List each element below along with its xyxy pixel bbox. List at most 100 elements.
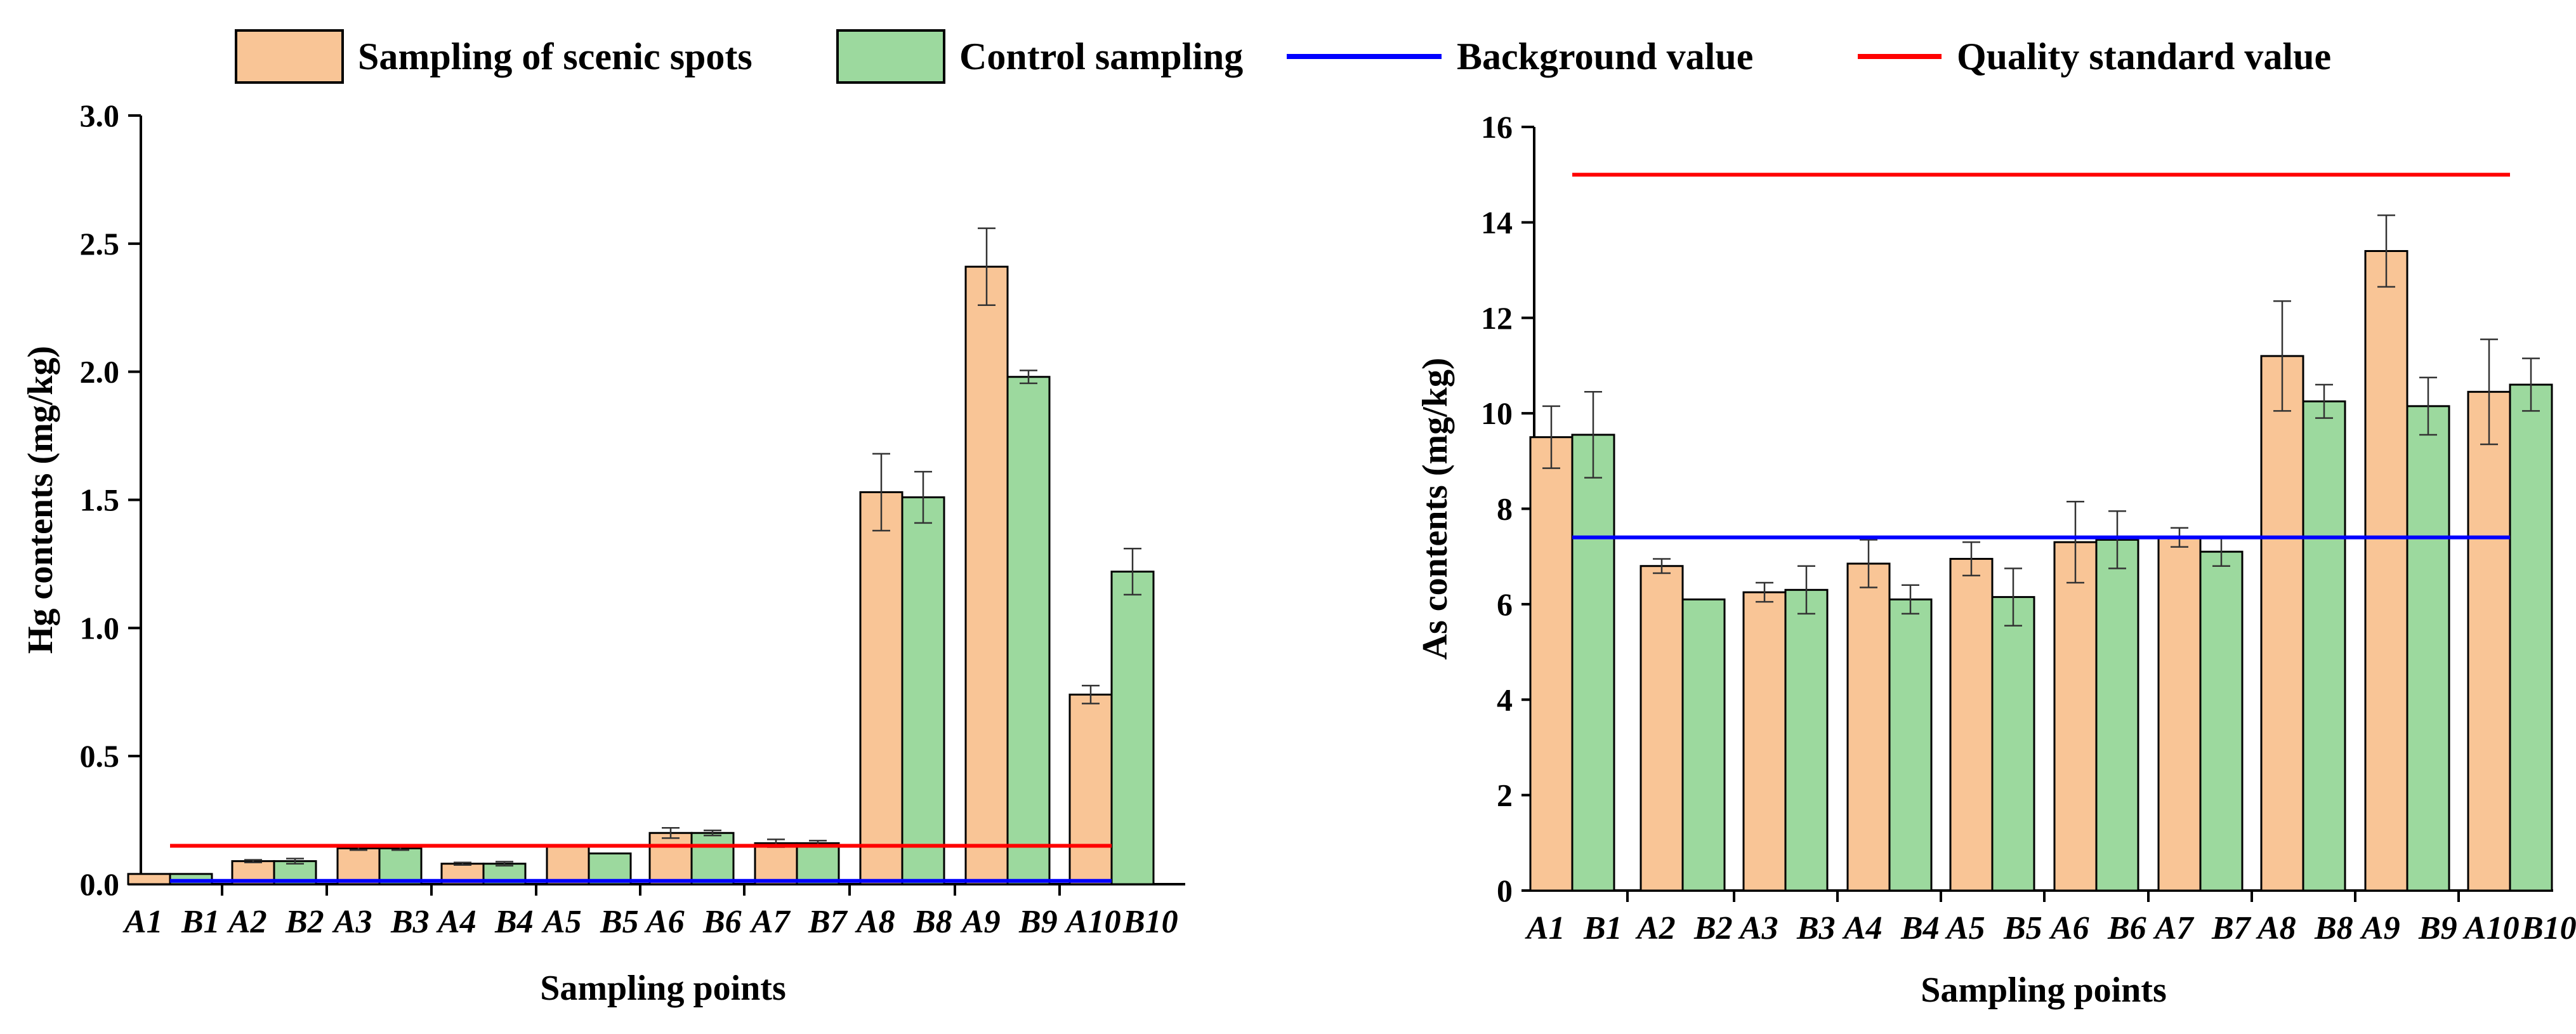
as-category-label: A1 — [1525, 910, 1565, 946]
hg-category-label: B2 — [285, 904, 324, 940]
as-bar-control — [2302, 400, 2346, 892]
as-bar-control — [1681, 598, 1726, 892]
as-bar-control — [2095, 538, 2139, 892]
hg-y-tick-label: 2.5 — [80, 226, 120, 262]
as-category-label: A9 — [2360, 910, 2400, 946]
as-y-tick-label: 2 — [1497, 778, 1513, 813]
hg-y-tick-label: 1.5 — [80, 482, 120, 518]
hg-bar-scenic — [336, 847, 381, 885]
as-y-tick-label: 10 — [1481, 395, 1513, 431]
as-category-label: B10 — [2521, 910, 2576, 946]
legend-swatch-1 — [235, 29, 344, 84]
as-bar-scenic — [2467, 390, 2511, 892]
hg-category-label: B7 — [808, 904, 848, 940]
hg-bar-scenic — [754, 842, 798, 885]
as-category-label: A2 — [1635, 910, 1676, 946]
as-y-tick-label: 4 — [1497, 682, 1513, 717]
hg-bar-control — [690, 832, 735, 885]
as-category-label: B5 — [2003, 910, 2042, 946]
as-bar-scenic — [1640, 565, 1684, 892]
as-category-label: A8 — [2256, 910, 2296, 946]
hg-y-tick-label: 2.0 — [80, 354, 120, 390]
as-category-label: A3 — [1738, 910, 1778, 946]
hg-category-label: A8 — [855, 904, 895, 940]
hg-category-label: A10 — [1064, 904, 1121, 940]
hg-category-label: B5 — [600, 904, 639, 940]
hg-category-label: A6 — [644, 904, 685, 940]
hg-bar-scenic — [1068, 693, 1113, 885]
as-y-tick-label: 12 — [1481, 300, 1513, 336]
hg-bar-control — [796, 842, 840, 885]
hg-y-axis-title: Hg contents (mg/kg) — [21, 346, 60, 654]
hg-category-label: B1 — [181, 904, 220, 940]
as-bar-scenic — [1949, 557, 1994, 892]
as-bar-control — [1784, 588, 1829, 892]
hg-category-label: A3 — [332, 904, 372, 940]
hg-bar-control — [378, 847, 423, 885]
as-bar-scenic — [1742, 591, 1787, 892]
hg-y-tick-label: 0.5 — [80, 738, 120, 774]
as-category-label: A4 — [1842, 910, 1883, 946]
as-bar-control — [1888, 598, 1933, 892]
as-y-tick-label: 8 — [1497, 491, 1513, 527]
legend-swatch-2 — [836, 29, 945, 84]
as-category-label: B2 — [1693, 910, 1733, 946]
hg-bar-control — [1110, 571, 1155, 885]
as-bar-scenic — [1529, 436, 1574, 892]
as-category-label: B1 — [1583, 910, 1622, 946]
as-y-tick-label: 0 — [1497, 873, 1513, 908]
hg-chart: 0.0 0.5 1.0 1.5 2.0 2.5 3.0 A1 B1 A2 B2 A3 B3 A4 B4 A5 B… — [21, 98, 1185, 1008]
hg-category-label: A5 — [541, 904, 582, 940]
as-category-label: B4 — [1900, 910, 1940, 946]
as-bar-scenic — [2053, 541, 2098, 892]
hg-x-axis-title: Sampling points — [540, 969, 786, 1008]
hg-category-label: B10 — [1122, 904, 1178, 940]
legend-label-4: Quality standard value — [1957, 36, 2331, 77]
hg-bar-scenic — [127, 873, 171, 885]
hg-category-label: B6 — [702, 904, 742, 940]
as-category-label: B7 — [2211, 910, 2252, 946]
as-bar-control — [2406, 405, 2450, 892]
legend-label-2: Control sampling — [959, 36, 1243, 77]
as-category-label: A5 — [1945, 910, 1985, 946]
hg-y-tick-label: 3.0 — [80, 98, 120, 133]
as-category-label: A6 — [2049, 910, 2089, 946]
hg-category-label: A1 — [122, 904, 163, 940]
as-bar-scenic — [1846, 562, 1891, 892]
hg-y-tick-label: 0.0 — [80, 866, 120, 902]
legend: Sampling of scenic spots Control sampling… — [235, 29, 2331, 84]
as-y-axis-title: As contents (mg/kg) — [1416, 358, 1455, 660]
as-bar-control — [1571, 434, 1615, 892]
hg-bar-control — [901, 496, 945, 885]
hg-category-label: A9 — [960, 904, 1001, 940]
hg-bar-scenic — [859, 491, 904, 885]
as-category-label: B3 — [1796, 910, 1836, 946]
as-category-label: B9 — [2418, 910, 2457, 946]
as-y-tick-label: 6 — [1497, 587, 1513, 622]
as-category-label: A7 — [2153, 910, 2195, 946]
as-x-axis-title: Sampling points — [1921, 971, 2167, 1010]
as-bar-control — [2199, 550, 2244, 892]
as-y-tick-label: 16 — [1481, 109, 1513, 145]
as-bar-scenic — [2364, 249, 2408, 892]
as-category-label: B6 — [2107, 910, 2146, 946]
as-bar-scenic — [2157, 536, 2202, 892]
as-bar-control — [1991, 596, 2035, 892]
hg-category-label: A2 — [227, 904, 267, 940]
as-category-label: B8 — [2314, 910, 2353, 946]
hg-bar-scenic — [546, 844, 590, 885]
as-y-tick-label: 14 — [1481, 204, 1513, 240]
legend-label-3: Background value — [1457, 36, 1753, 77]
hg-bar-scenic — [964, 265, 1009, 885]
hg-category-label: B3 — [390, 904, 430, 940]
as-category-label: A10 — [2462, 910, 2520, 946]
as-chart: 0 2 4 6 8 10 12 14 16 A1 B1 A2 B2 A3 B3 A4 B4 A5 B5 A6 B6 A7 B… — [1416, 109, 2576, 1010]
hg-y-tick-label: 1.0 — [80, 610, 120, 646]
hg-bar-scenic — [648, 832, 693, 885]
as-bar-control — [2509, 383, 2553, 892]
as-bar-scenic — [2260, 355, 2304, 892]
hg-category-label: A4 — [436, 904, 476, 940]
hg-category-label: B9 — [1018, 904, 1058, 940]
